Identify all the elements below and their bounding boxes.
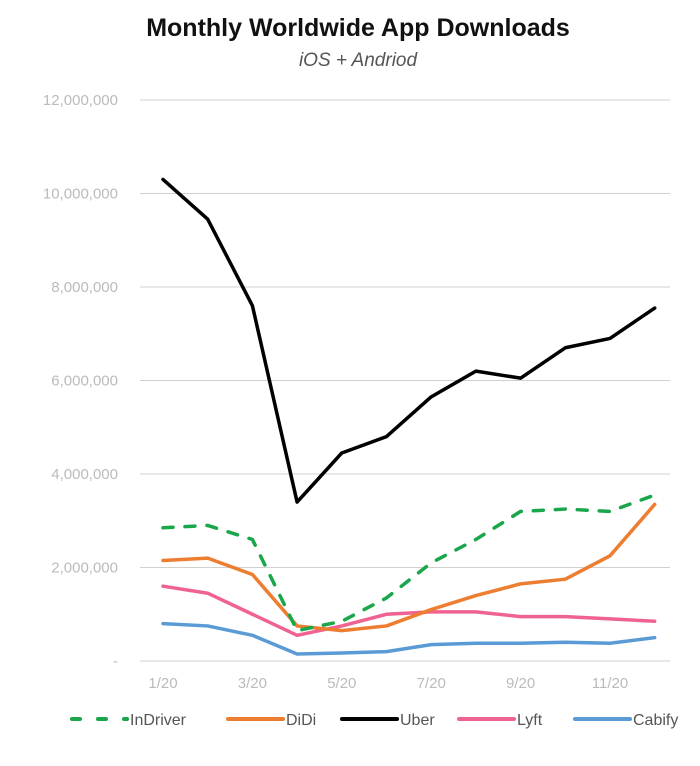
series-line-indriver xyxy=(161,493,657,633)
chart-subtitle: iOS + Andriod xyxy=(298,50,418,71)
y-tick-label: 4,000,000 xyxy=(51,466,118,483)
x-tick-label: 3/20 xyxy=(238,675,267,692)
legend-label-uber: Uber xyxy=(400,712,435,729)
legend-label-cabify: Cabify xyxy=(633,712,678,729)
x-tick-label: 9/20 xyxy=(506,675,535,692)
x-tick-label: 7/20 xyxy=(417,675,446,692)
chart-title: Monthly Worldwide App Downloads xyxy=(146,14,570,42)
legend-label-indriver: InDriver xyxy=(130,712,187,729)
series-line-lyft xyxy=(161,584,657,638)
y-tick-label: 10,000,000 xyxy=(43,186,118,203)
legend-label-lyft: Lyft xyxy=(517,712,543,729)
y-tick-label: 6,000,000 xyxy=(51,373,118,390)
legend-label-didi: DiDi xyxy=(286,712,316,729)
x-tick-label: 11/20 xyxy=(592,675,628,692)
series-line-uber xyxy=(161,177,657,504)
y-tick-label: 12,000,000 xyxy=(43,92,118,109)
x-tick-label: 1/20 xyxy=(148,675,177,692)
y-tick-label: 8,000,000 xyxy=(51,279,118,296)
x-tick-label: 5/20 xyxy=(327,675,356,692)
y-tick-label: - xyxy=(113,653,118,670)
series-line-cabify xyxy=(161,621,657,656)
series-line-didi xyxy=(161,502,657,633)
y-tick-label: 2,000,000 xyxy=(51,560,118,577)
